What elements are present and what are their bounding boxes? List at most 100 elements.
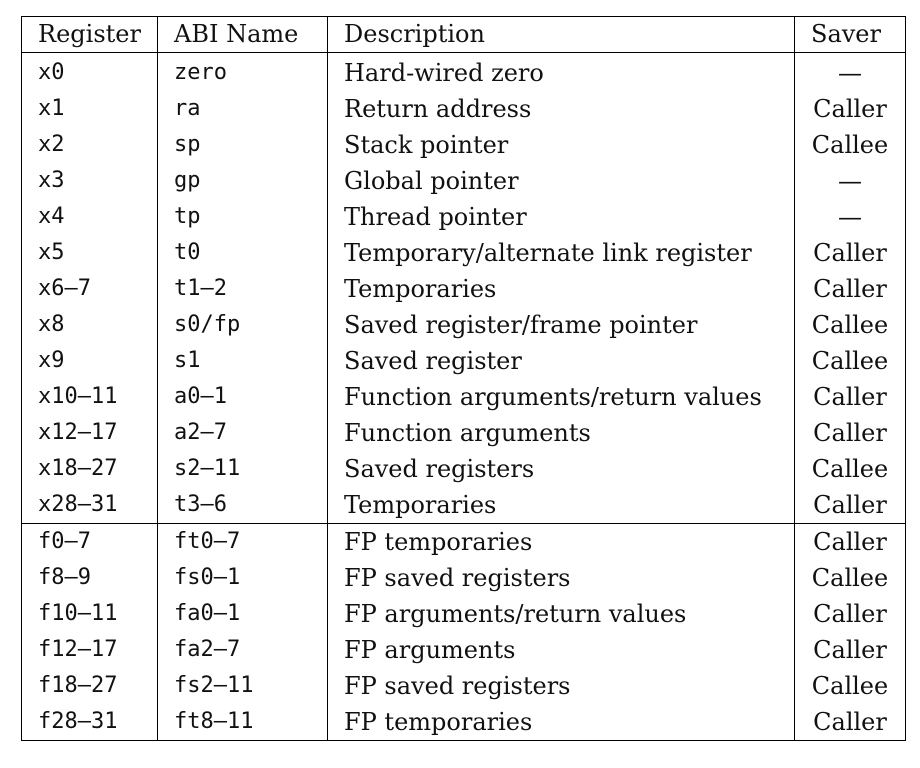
saver-cell: — <box>794 163 906 199</box>
saver-cell: Callee <box>794 560 906 596</box>
register-cell: x28–31 <box>21 487 158 524</box>
table-row: f10–11 fa0–1 FP arguments/return values Cal… <box>21 596 906 632</box>
table-row: x18–27 s2–11 Saved registers Callee <box>21 451 906 487</box>
description-cell: Thread pointer <box>327 199 795 235</box>
abi-name-cell: ft0–7 <box>157 523 328 560</box>
table-row: x12–17 a2–7 Function arguments Caller <box>21 415 906 451</box>
saver-cell: Caller <box>794 379 906 415</box>
abi-name-cell: fa0–1 <box>157 596 328 632</box>
table-row: x5 t0 Temporary/alternate link register Cal… <box>21 235 906 271</box>
saver-cell: Caller <box>794 415 906 451</box>
abi-name-cell: zero <box>157 52 328 91</box>
description-cell: Function arguments/return values <box>327 379 795 415</box>
abi-name-cell: ra <box>157 91 328 127</box>
header-description: Description <box>327 16 795 53</box>
description-cell: Hard-wired zero <box>327 52 795 91</box>
description-cell: Saved register/frame pointer <box>327 307 795 343</box>
register-cell: f28–31 <box>21 704 158 741</box>
table-row: f28–31 ft8–11 FP temporaries Caller <box>21 704 906 741</box>
register-cell: x9 <box>21 343 158 379</box>
saver-cell: — <box>794 52 906 91</box>
saver-cell: — <box>794 199 906 235</box>
header-saver: Saver <box>794 16 906 53</box>
abi-name-cell: ft8–11 <box>157 704 328 741</box>
description-cell: FP saved registers <box>327 560 795 596</box>
register-cell: x12–17 <box>21 415 158 451</box>
register-cell: x0 <box>21 52 158 91</box>
register-cell: x8 <box>21 307 158 343</box>
abi-name-cell: fs0–1 <box>157 560 328 596</box>
description-cell: Return address <box>327 91 795 127</box>
integer-register-section: x0 zero Hard-wired zero — x1 ra Return address… <box>21 52 906 524</box>
saver-cell: Caller <box>794 523 906 560</box>
table-row: f8–9 fs0–1 FP saved registers Callee <box>21 560 906 596</box>
saver-cell: Caller <box>794 704 906 741</box>
description-cell: FP temporaries <box>327 523 795 560</box>
register-cell: x3 <box>21 163 158 199</box>
register-cell: x5 <box>21 235 158 271</box>
register-cell: f10–11 <box>21 596 158 632</box>
table-row: x1 ra Return address Caller <box>21 91 906 127</box>
header-register: Register <box>21 16 158 53</box>
table-row: x8 s0/fp Saved register/frame pointer Calle… <box>21 307 906 343</box>
register-cell: x2 <box>21 127 158 163</box>
description-cell: FP saved registers <box>327 668 795 704</box>
abi-name-cell: gp <box>157 163 328 199</box>
table-row: f18–27 fs2–11 FP saved registers Callee <box>21 668 906 704</box>
description-cell: Stack pointer <box>327 127 795 163</box>
header-abi-name: ABI Name <box>157 16 328 53</box>
description-cell: Saved registers <box>327 451 795 487</box>
abi-name-cell: t0 <box>157 235 328 271</box>
register-cell: x10–11 <box>21 379 158 415</box>
abi-name-cell: a0–1 <box>157 379 328 415</box>
description-cell: FP arguments <box>327 632 795 668</box>
table-row: x2 sp Stack pointer Callee <box>21 127 906 163</box>
table-row: x0 zero Hard-wired zero — <box>21 52 906 91</box>
saver-cell: Caller <box>794 632 906 668</box>
table-row: x9 s1 Saved register Callee <box>21 343 906 379</box>
abi-name-cell: s1 <box>157 343 328 379</box>
description-cell: Function arguments <box>327 415 795 451</box>
description-cell: Saved register <box>327 343 795 379</box>
saver-cell: Callee <box>794 668 906 704</box>
abi-name-cell: s2–11 <box>157 451 328 487</box>
saver-cell: Callee <box>794 343 906 379</box>
abi-name-cell: fs2–11 <box>157 668 328 704</box>
abi-name-cell: fa2–7 <box>157 632 328 668</box>
table-row: x6–7 t1–2 Temporaries Caller <box>21 271 906 307</box>
register-cell: x6–7 <box>21 271 158 307</box>
register-cell: x4 <box>21 199 158 235</box>
saver-cell: Callee <box>794 127 906 163</box>
table-row: f0–7 ft0–7 FP temporaries Caller <box>21 523 906 560</box>
fp-register-section: f0–7 ft0–7 FP temporaries Caller f8–9 fs0–1 FP… <box>21 523 906 741</box>
description-cell: FP temporaries <box>327 704 795 741</box>
header-row: Register ABI Name Description Saver <box>21 16 906 53</box>
abi-name-cell: tp <box>157 199 328 235</box>
table-row: x10–11 a0–1 Function arguments/return valu… <box>21 379 906 415</box>
table-row: x3 gp Global pointer — <box>21 163 906 199</box>
register-cell: f0–7 <box>21 523 158 560</box>
table-row: x28–31 t3–6 Temporaries Caller <box>21 487 906 524</box>
abi-name-cell: sp <box>157 127 328 163</box>
saver-cell: Callee <box>794 307 906 343</box>
abi-name-cell: t3–6 <box>157 487 328 524</box>
saver-cell: Caller <box>794 596 906 632</box>
register-cell: x18–27 <box>21 451 158 487</box>
register-cell: f8–9 <box>21 560 158 596</box>
description-cell: Temporaries <box>327 271 795 307</box>
register-cell: f12–17 <box>21 632 158 668</box>
saver-cell: Caller <box>794 487 906 524</box>
description-cell: Global pointer <box>327 163 795 199</box>
saver-cell: Caller <box>794 235 906 271</box>
saver-cell: Caller <box>794 271 906 307</box>
description-cell: FP arguments/return values <box>327 596 795 632</box>
description-cell: Temporary/alternate link register <box>327 235 795 271</box>
table-row: f12–17 fa2–7 FP arguments Caller <box>21 632 906 668</box>
register-cell: x1 <box>21 91 158 127</box>
register-abi-table: Register ABI Name Description Saver x0 ze… <box>21 16 906 741</box>
register-cell: f18–27 <box>21 668 158 704</box>
abi-name-cell: t1–2 <box>157 271 328 307</box>
description-cell: Temporaries <box>327 487 795 524</box>
saver-cell: Callee <box>794 451 906 487</box>
saver-cell: Caller <box>794 91 906 127</box>
